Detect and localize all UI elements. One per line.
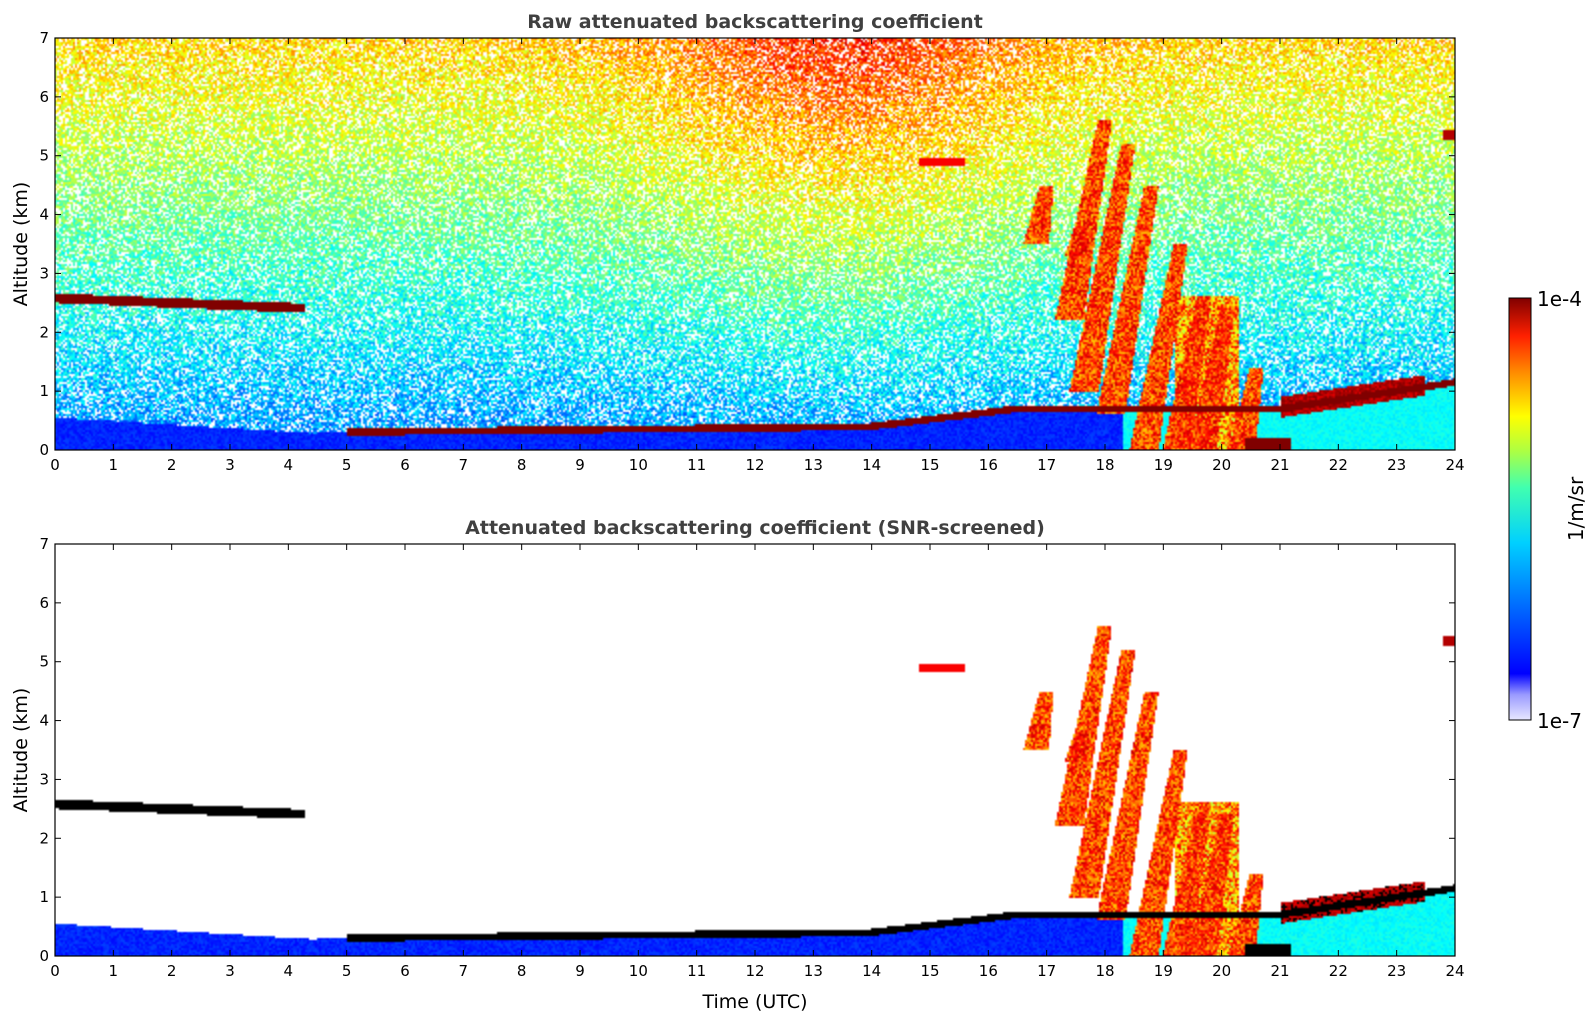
y-tick-label: 6 [39,88,49,106]
panel-screened-ylabel: Altitude (km) [10,688,32,813]
panel-raw-ylabel: Altitude (km) [10,182,32,307]
x-tick-label: 3 [225,962,235,980]
x-tick-label: 7 [459,456,469,474]
x-tick-label: 14 [862,456,881,474]
x-tick-label: 15 [920,962,939,980]
x-tick-label: 18 [1095,456,1114,474]
x-tick-label: 10 [629,456,648,474]
x-tick-label: 4 [284,456,294,474]
x-tick-label: 1 [109,456,119,474]
y-tick-label: 4 [39,712,49,730]
x-tick-label: 7 [459,962,469,980]
y-tick-label: 5 [39,147,49,165]
x-tick-label: 16 [979,456,998,474]
x-tick-label: 22 [1329,962,1348,980]
panel-screened-axes: 0 1 2 3 4 5 6 7 8 9 10 11 12 13 14 15 16 17 18 19 20 21 22 23 24… [39,535,1464,980]
x-tick-label: 5 [342,962,352,980]
x-tick-label: 8 [517,962,527,980]
y-tick-label: 3 [39,264,49,282]
x-tick-label: 15 [920,456,939,474]
colorbar-unit-label: 1/m/sr [1564,476,1588,541]
x-tick-label: 5 [342,456,352,474]
x-tick-label: 22 [1329,456,1348,474]
x-tick-label: 9 [575,962,585,980]
x-tick-label: 17 [1037,962,1056,980]
panel-screened-xlabel: Time (UTC) [701,991,807,1013]
x-tick-label: 13 [804,456,823,474]
y-tick-label: 2 [39,323,49,341]
panel-raw: Raw attenuated backscattering coefficien… [10,11,1465,474]
y-tick-label: 0 [39,441,49,459]
panel-raw-title: Raw attenuated backscattering coefficien… [527,11,983,33]
raw-backscatter-heatmap [55,38,1455,450]
panel-screened: Attenuated backscattering coefficient (S… [10,517,1465,1013]
x-tick-label: 12 [745,456,764,474]
x-tick-label: 19 [1154,962,1173,980]
x-tick-label: 17 [1037,456,1056,474]
x-tick-label: 11 [687,962,706,980]
y-tick-label: 5 [39,653,49,671]
x-tick-label: 20 [1212,962,1231,980]
y-tick-label: 1 [39,382,49,400]
x-tick-label: 18 [1095,962,1114,980]
x-tick-label: 24 [1445,456,1464,474]
x-tick-label: 8 [517,456,527,474]
x-tick-label: 0 [50,456,60,474]
x-tick-label: 10 [629,962,648,980]
x-tick-label: 13 [804,962,823,980]
y-tick-label: 7 [39,29,49,47]
x-tick-label: 0 [50,962,60,980]
x-tick-label: 23 [1387,962,1406,980]
y-tick-label: 7 [39,535,49,553]
x-tick-label: 11 [687,456,706,474]
colorbar-gradient [1508,297,1532,721]
x-tick-label: 19 [1154,456,1173,474]
y-tick-label: 0 [39,947,49,965]
x-tick-label: 4 [284,962,294,980]
y-tick-label: 1 [39,888,49,906]
x-tick-label: 2 [167,456,177,474]
y-tick-label: 2 [39,829,49,847]
x-tick-label: 1 [109,962,119,980]
panel-raw-axes: 0 1 2 3 4 5 6 7 8 9 10 11 12 13 14 15 16 17 18 19 20 21 22 23 24… [39,29,1464,474]
y-tick-label: 4 [39,206,49,224]
x-tick-label: 21 [1270,962,1289,980]
x-tick-label: 6 [400,962,410,980]
screened-backscatter-heatmap [55,544,1455,956]
y-tick-label: 6 [39,594,49,612]
x-tick-label: 9 [575,456,585,474]
x-tick-label: 21 [1270,456,1289,474]
colorbar: 1e-4 1e-7 1/m/sr [1508,287,1588,733]
x-tick-label: 2 [167,962,177,980]
x-tick-label: 12 [745,962,764,980]
x-tick-label: 14 [862,962,881,980]
colorbar-min-label: 1e-7 [1537,709,1582,733]
x-tick-label: 6 [400,456,410,474]
x-tick-label: 3 [225,456,235,474]
colorbar-max-label: 1e-4 [1537,287,1582,311]
panel-screened-title: Attenuated backscattering coefficient (S… [465,517,1045,539]
x-tick-label: 16 [979,962,998,980]
x-tick-label: 20 [1212,456,1231,474]
y-tick-label: 3 [39,770,49,788]
x-tick-label: 23 [1387,456,1406,474]
x-tick-label: 24 [1445,962,1464,980]
